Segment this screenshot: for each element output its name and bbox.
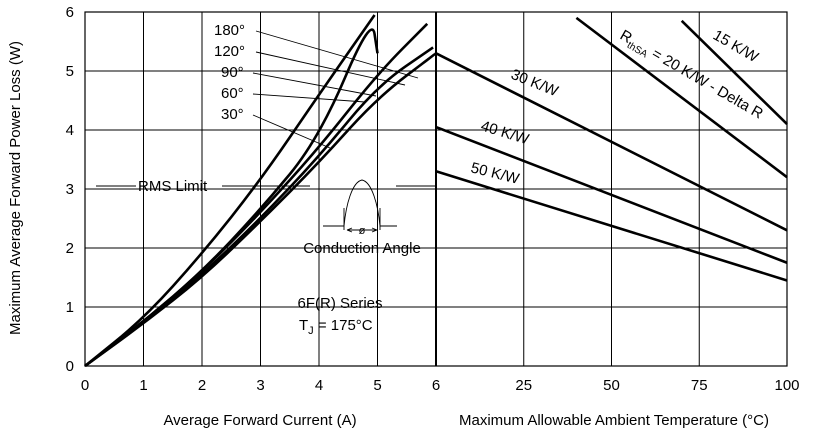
x-axis-title-right: Maximum Allowable Ambient Temperature (°… [459, 412, 769, 429]
x-tick-label-left: 4 [315, 377, 323, 394]
y-tick-label: 2 [66, 240, 74, 257]
x-tick-label-left: 0 [81, 377, 89, 394]
series-name-label: 6F(R) Series [297, 295, 382, 312]
y-tick-label: 1 [66, 299, 74, 316]
tj-label: TJ = 175°C [299, 317, 373, 337]
conduction-angle-label: Conduction Angle [303, 240, 421, 257]
line-20-k-w-delta-r [575, 16, 788, 179]
x-tick-label-right: 75 [691, 377, 708, 394]
x-tick-label-left: 1 [139, 377, 147, 394]
curve-30-deg [84, 14, 376, 368]
line-30-k-w [435, 52, 788, 232]
series-label-180: 180° [214, 22, 245, 39]
line-50-k-w [435, 170, 788, 282]
x-tick-label-left: 6 [432, 377, 440, 394]
x-axis-title-left: Average Forward Current (A) [163, 412, 356, 429]
y-tick-label: 0 [66, 358, 74, 375]
conduction-angle-icon: ø [323, 179, 397, 237]
phi-symbol: ø [359, 225, 366, 237]
rms-limit-label: RMS Limit [138, 178, 208, 195]
x-tick-label-left: 5 [373, 377, 381, 394]
series-label-120: 120° [214, 43, 245, 60]
curve-120-deg [84, 46, 434, 368]
x-tick-label-right: 50 [603, 377, 620, 394]
y-tick-label: 6 [66, 4, 74, 21]
curve-180-deg [84, 22, 429, 368]
x-tick-label-left: 3 [256, 377, 264, 394]
helper-line [435, 126, 788, 264]
series-label-90: 90° [221, 64, 244, 81]
line-15-k-w [680, 19, 788, 126]
tick-labels: 0 1 2 3 4 5 6 0 1 2 3 4 5 6 25 50 75 100 [66, 4, 800, 394]
y-tick-label: 3 [66, 181, 74, 198]
x-tick-label-right: 25 [515, 377, 532, 394]
x-tick-label-left: 2 [198, 377, 206, 394]
curves [84, 14, 788, 368]
curve-60-deg [84, 28, 379, 368]
label-15kw: 15 K/W [710, 27, 762, 67]
y-tick-label: 5 [66, 63, 74, 80]
y-axis-title: Maximum Average Forward Power Loss (W) [7, 41, 24, 335]
y-tick-label: 4 [66, 122, 74, 139]
grid [84, 11, 788, 367]
series-label-30: 30° [221, 106, 244, 123]
series-label-60: 60° [221, 85, 244, 102]
x-tick-label-right: 100 [774, 377, 799, 394]
